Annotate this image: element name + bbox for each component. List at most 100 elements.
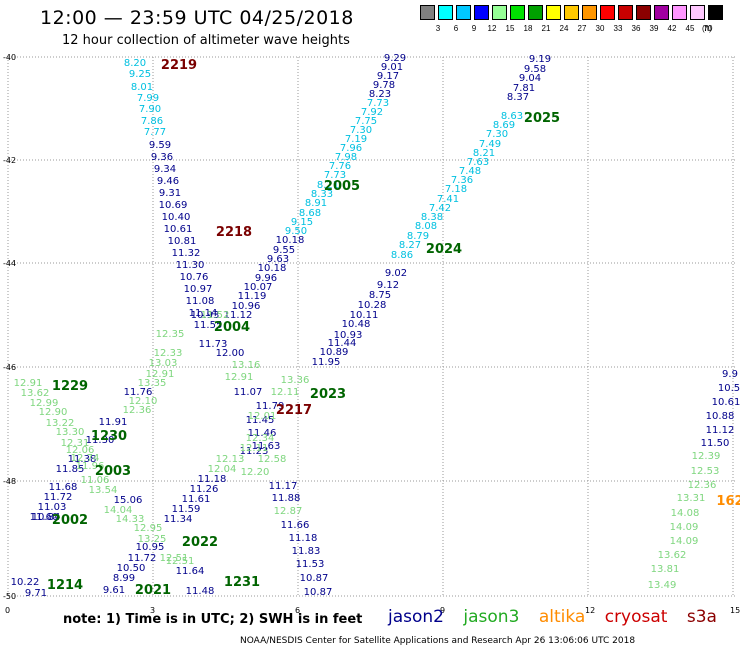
scale-tick: 36 [631,24,641,33]
wave-height-label: 8.68 [299,208,321,219]
wave-height-label: 13.22 [46,418,75,429]
wave-height-label: 10.18 [276,235,305,246]
wave-height-label: 9.36 [151,152,173,163]
wave-height-label: 12.90 [39,407,68,418]
scale-swatch [636,5,651,20]
wave-height-label: 9.78 [373,80,395,91]
scale-swatch [618,5,633,20]
wave-height-label: 11.91 [99,417,128,428]
wave-height-label: 13.62 [658,550,687,561]
wave-height-label: 11.72 [44,492,73,503]
wave-height-label: 12.36 [688,480,717,491]
scale-tick: 70 [703,24,713,33]
wave-height-label: 11.55 [194,320,223,331]
lon-label: 9 [440,606,445,615]
scale-swatch [654,5,669,20]
wave-height-label: 9.17 [377,71,399,82]
lat-label: -50 [3,592,16,601]
scale-swatch [438,5,453,20]
wave-height-label: 10.07 [244,282,273,293]
wave-height-label: 9.25 [129,69,151,80]
wave-height-label: 12.04 [208,464,237,475]
scale-swatch [474,5,489,20]
wave-height-label: 11.52 [201,310,230,321]
wave-height-label: 10.50 [117,563,146,574]
wave-height-label: 9.59 [149,140,171,151]
wave-height-label: 8.91 [305,198,327,209]
wave-height-label: 13.62 [21,388,50,399]
wave-height-label: 11.30 [176,260,205,271]
wave-height-label: 11.66 [281,520,310,531]
wave-height-label: 7.81 [513,83,535,94]
wave-height-label: 12.91 [225,372,254,383]
wave-height-label: 10.97 [184,284,213,295]
wave-height-label: 9.19 [529,54,551,65]
scale-swatch [546,5,561,20]
wave-height-label: 7.19 [345,134,367,145]
wave-height-label: 8.20 [124,58,146,69]
wave-height-label: 10.95 [136,542,165,553]
wave-height-label: 11.18 [289,533,318,544]
pass-id-label: 2005 [324,179,360,194]
wave-height-label: 9.46 [157,176,179,187]
scale-swatch [528,5,543,20]
scale-tick: 21 [541,24,551,33]
wave-height-label: 8.86 [391,250,413,261]
wave-height-label: 10.87 [300,573,329,584]
wave-height-label: 12.95 [134,523,163,534]
wave-height-label: 9.04 [519,73,541,84]
wave-height-label: 14.04 [104,505,133,516]
wave-height-label: 11.64 [176,566,205,577]
wave-height-label: 7.99 [137,93,159,104]
scale-tick: 6 [453,24,459,33]
legend-cryosat: cryosat [604,607,668,627]
pass-id-label: 2218 [216,225,252,240]
credit-line: NOAA/NESDIS Center for Satellite Applica… [240,636,636,646]
wave-height-label: 12.39 [692,451,721,462]
wave-height-label: 8.63 [501,111,523,122]
wave-height-label: 14.33 [116,514,145,525]
wave-height-label: 7.96 [340,143,362,154]
lon-label: 3 [150,606,155,615]
wave-height-label: 7.77 [144,127,166,138]
wave-height-label: 11.06 [81,475,110,486]
wave-height-label: 9.55 [273,245,295,256]
scale-tick: 27 [577,24,587,33]
scale-swatch [672,5,687,20]
wave-height-label: 10.81 [168,236,197,247]
wave-height-label: 11.17 [269,481,298,492]
wave-height-label: 11.34 [164,514,193,525]
wave-height-label: 11.44 [328,338,357,349]
wave-height-label: 11.61 [182,494,211,505]
wave-height-label: 7.98 [335,152,357,163]
wave-height-label: 11.95 [312,357,341,368]
wave-height-label: 9.61 [103,585,125,596]
wave-height-label: 8.27 [399,240,421,251]
wave-height-label: 9.96 [255,273,277,284]
wave-height-label: 9.34 [154,164,176,175]
wave-height-label: 11.46 [248,428,277,439]
wave-height-label: 10.93 [334,330,363,341]
wave-height-label: 11.18 [198,474,227,485]
wave-height-label: 13.25 [138,534,167,545]
wave-height-label: 8.79 [407,231,429,242]
wave-height-label: 11.30 [86,435,115,446]
wave-height-label: 7.30 [486,129,508,140]
scale-tick: 42 [667,24,677,33]
pass-id-label: 1231 [224,575,260,590]
wave-height-label: 10.88 [706,411,735,422]
wave-height-label: 7.41 [437,194,459,205]
wave-height-label: 12.91 [14,378,43,389]
wave-height-label: 8.75 [369,290,391,301]
wave-height-label: 10.5 [718,383,740,394]
wave-height-label: 8.21 [317,180,339,191]
pass-id-label: 2219 [161,58,197,73]
wave-height-label: 7.18 [445,184,467,195]
wave-height-label: 8.33 [311,189,333,200]
wave-height-label: 12.10 [129,396,158,407]
pass-id-label: 2003 [95,464,131,479]
satellite-legend: jason2 jason3 altika cryosat s3a [388,607,731,627]
pass-id-label: 162 [716,494,740,509]
wave-height-label: 10.61 [164,224,193,235]
pass-id-label: 2217 [276,403,312,418]
